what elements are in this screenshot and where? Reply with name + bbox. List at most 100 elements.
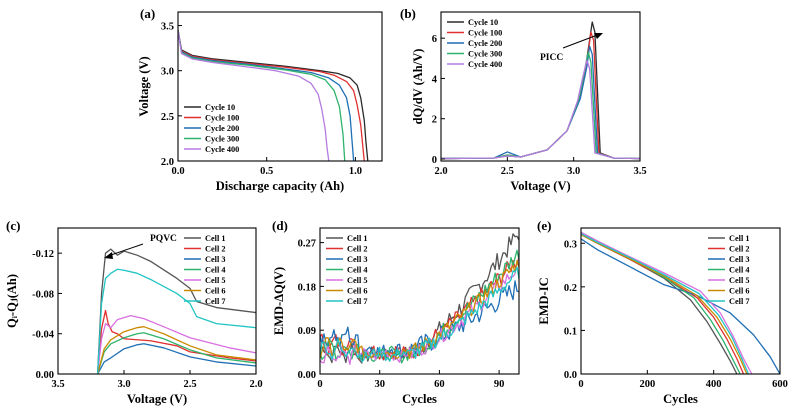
series-line-cell-1 (96, 248, 256, 374)
y-axis-label: EMD-IC (537, 277, 551, 324)
legend-label: Cycle 100 (468, 29, 502, 38)
series-line-cell-7 (320, 266, 519, 363)
y-tick-label: 0.09 (298, 326, 316, 337)
panel-label: (d) (272, 218, 288, 233)
series-line-cell-1 (320, 233, 519, 364)
legend-label: Cell 4 (205, 266, 226, 275)
x-tick-label: 3.5 (633, 166, 646, 177)
x-axis-label: Cycles (663, 392, 698, 406)
x-tick-label: 0.5 (260, 166, 273, 177)
y-tick-label: 3.0 (161, 67, 174, 78)
panel-label: (b) (400, 6, 416, 21)
legend-label: Cell 2 (205, 245, 226, 254)
legend-label: Cell 1 (205, 234, 226, 243)
x-axis-label: Voltage (V) (510, 179, 570, 193)
series-line-cell-4 (96, 332, 256, 374)
plot-area (441, 21, 640, 160)
legend-label: Cell 1 (347, 234, 368, 243)
x-tick-label: 2.5 (501, 166, 514, 177)
panel-a: 0.0 0.5 1.0 2.0 2.5 3.0 3.5 Discharge capacity … (137, 6, 383, 193)
series-line-cell-2 (96, 309, 256, 374)
x-tick-label: 60 (434, 379, 445, 390)
annotation-arrowhead (594, 33, 603, 39)
y-tick-label: 0.00 (36, 370, 54, 381)
legend-label: Cell 4 (729, 266, 750, 275)
y-tick-label: -0.12 (32, 249, 54, 260)
series-line-cell-6 (581, 233, 748, 374)
series-line-cell-4 (320, 249, 519, 364)
legend-label: Cycle 100 (205, 114, 239, 123)
plot-area (320, 233, 519, 365)
legend-label: Cell 7 (729, 297, 750, 306)
y-tick-label: 0.18 (298, 282, 316, 293)
annotation-arrowhead (104, 252, 113, 259)
legend-label: Cycle 300 (205, 135, 239, 144)
x-tick-label: 0.0 (171, 166, 184, 177)
y-tick-label: 0.1 (564, 326, 577, 337)
panel-c: 3.5 3.0 2.5 2.0 0.00 -0.04 -0.08 -0.12 Voltage (… (5, 218, 263, 406)
x-tick-label: 30 (374, 379, 385, 390)
x-tick-label: 2.0 (249, 379, 262, 390)
annotation-arrow-line (562, 33, 601, 49)
legend-label: Cell 2 (729, 245, 750, 254)
x-axis-label: Cycles (402, 392, 437, 406)
legend-label: Cell 5 (729, 276, 750, 285)
series-line-cell-6 (320, 259, 519, 360)
y-tick-label: 0.2 (564, 283, 577, 294)
y-tick-label: 4 (432, 74, 438, 85)
y-axis-label: Voltage (V) (137, 56, 151, 116)
plot-frame (580, 227, 781, 375)
legend-label: Cell 4 (347, 266, 368, 275)
plot-frame (319, 227, 520, 375)
legend-label: Cell 5 (347, 276, 368, 285)
y-tick-label: 0.3 (564, 239, 577, 250)
y-axis-label: Qᵢ-Qⱼ(Ah) (5, 274, 19, 328)
legend-label: Cycle 300 (468, 50, 502, 59)
y-tick-label: 6 (432, 34, 437, 45)
x-tick-label: 3.0 (117, 379, 130, 390)
plot-frame (57, 227, 257, 375)
y-tick-label: -0.04 (32, 330, 55, 341)
y-tick-label: 0.27 (298, 239, 316, 250)
legend-label: Cell 5 (205, 276, 226, 285)
plot-area (178, 29, 369, 161)
legend-label: Cycle 10 (205, 103, 235, 112)
annotation-text: PICC (540, 53, 563, 63)
y-tick-label: 0 (432, 155, 437, 166)
series-line-cell-5 (320, 259, 519, 365)
y-tick-label: 2.0 (161, 157, 174, 168)
x-axis-label: Voltage (V) (127, 392, 187, 406)
series-line-cell-2 (581, 233, 745, 374)
series-line-cell-7 (96, 268, 256, 374)
panel-label: (c) (6, 218, 20, 233)
series-line-cell-7 (581, 233, 750, 374)
panel-label: (e) (537, 218, 551, 233)
series-line-cell-5 (581, 231, 753, 374)
y-tick-label: 2.5 (161, 112, 174, 123)
legend-label: Cell 3 (205, 255, 226, 264)
annotation-arrow-line (107, 243, 144, 257)
legend-label: Cell 2 (347, 245, 368, 254)
x-tick-label: 200 (639, 379, 655, 390)
x-axis-label: Discharge capacity (Ah) (216, 179, 344, 193)
x-tick-label: 2.0 (434, 166, 447, 177)
legend-label: Cell 1 (729, 234, 750, 243)
panel-d: 0 30 60 90 0.00 0.09 0.18 0.27 Cycles EMD-ΔQ(V) (d… (272, 218, 520, 406)
x-tick-label: 90 (494, 379, 505, 390)
series-line-cycle-10 (178, 29, 369, 161)
legend-label: Cycle 400 (205, 145, 239, 154)
series-line-cell-6 (96, 326, 256, 374)
series-line-cycle-100 (178, 29, 365, 161)
legend-label: Cell 6 (205, 287, 226, 296)
series-line-cell-5 (96, 314, 256, 374)
series-line-cycle-400 (178, 29, 330, 161)
legend-label: Cell 7 (205, 297, 226, 306)
legend-label: Cycle 200 (468, 39, 502, 48)
y-tick-label: 0.0 (564, 370, 577, 381)
legend-label: Cycle 200 (205, 124, 239, 133)
series-line-cycle-200 (178, 29, 355, 161)
y-tick-label: -0.08 (32, 289, 54, 300)
legend-label: Cycle 400 (468, 60, 502, 69)
